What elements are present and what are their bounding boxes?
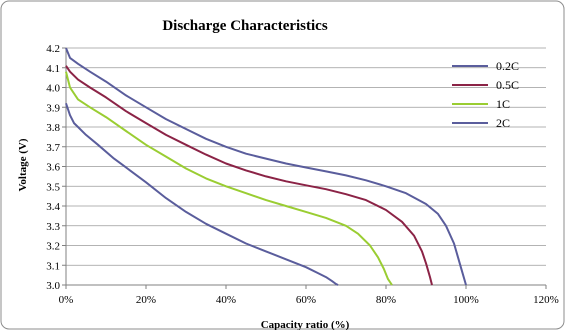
y-tick-label: 4.0 [46, 83, 60, 95]
series-line-0-2C [65, 47, 467, 286]
legend-label-0-5C: 0.5C [496, 78, 519, 92]
y-tick-label: 3.1 [46, 260, 60, 272]
x-tick-label: 120% [533, 294, 559, 306]
y-tick-label: 3.7 [46, 142, 60, 154]
y-tick-label: 3.4 [46, 201, 60, 213]
y-tick-label: 3.9 [46, 102, 60, 114]
x-axis-label: Capacity ratio (%) [261, 319, 350, 330]
legend-label-2C: 2C [496, 116, 510, 130]
y-tick-label: 4.1 [46, 63, 60, 75]
x-tick-label: 60% [296, 294, 316, 306]
x-tick-label: 40% [216, 294, 236, 306]
y-tick-label: 4.2 [46, 43, 60, 55]
chart-title: Discharge Characteristics [162, 18, 328, 34]
y-tick-label: 3.6 [46, 162, 60, 174]
x-tick-label: 20% [136, 294, 156, 306]
series-line-0-5C [65, 65, 433, 286]
y-tick-label: 3.0 [46, 280, 60, 292]
y-tick-label: 3.5 [46, 181, 60, 193]
tick-labels: 3.0 3.1 3.2 3.3 3.4 3.5 3.6 3.7 3.8 3.9 4.0 4.1 4.2 0… [46, 43, 559, 306]
legend: 0.2C 0.5C 1C 2C [452, 59, 519, 130]
legend-label-0-2C: 0.2C [496, 59, 519, 73]
y-tick-label: 3.8 [46, 122, 60, 134]
legend-label-1C: 1C [496, 97, 510, 111]
series-line-1C [65, 71, 393, 286]
x-tick-label: 100% [453, 294, 479, 306]
x-tick-label: 80% [376, 294, 396, 306]
y-tick-label: 3.2 [46, 241, 60, 253]
series-lines [65, 47, 467, 286]
y-tick-label: 3.3 [46, 221, 60, 233]
x-tick-label: 0% [59, 294, 74, 306]
y-axis-label: Voltage (V) [17, 138, 29, 191]
series-line-2C [65, 102, 339, 286]
